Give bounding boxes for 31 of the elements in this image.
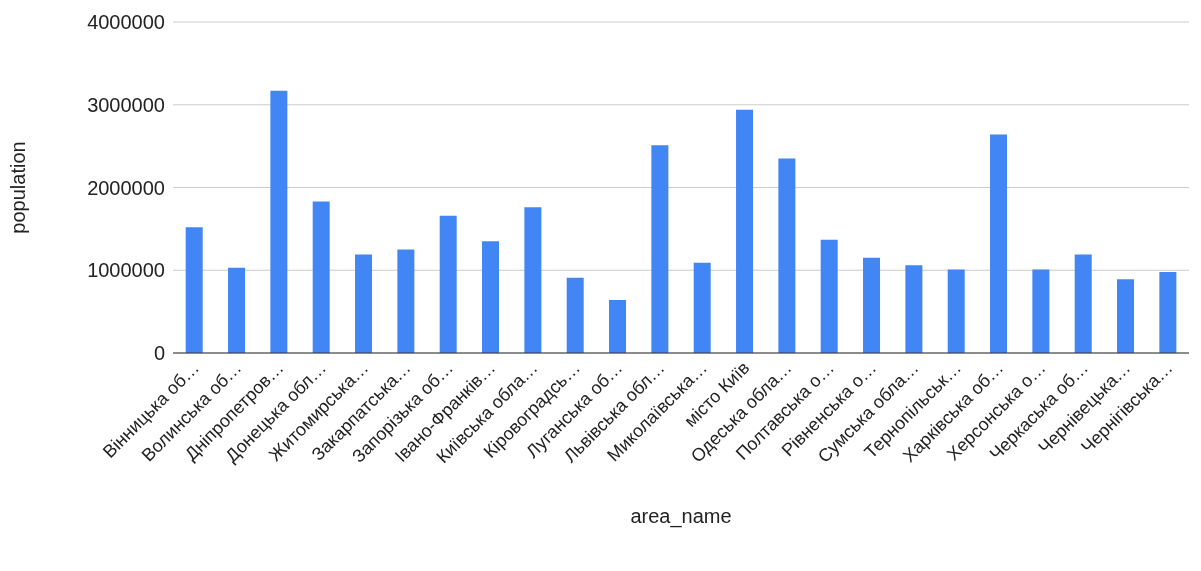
bar (778, 158, 796, 353)
bar (609, 300, 627, 353)
bar (651, 145, 669, 353)
bar (863, 257, 881, 353)
bar (185, 227, 203, 353)
bar (439, 215, 457, 353)
bar (482, 241, 500, 353)
bar (736, 109, 754, 353)
bar (312, 201, 330, 353)
bar (820, 239, 838, 353)
bar (228, 267, 246, 353)
y-tick-label: 3000000 (87, 93, 165, 116)
y-axis-title: population (7, 141, 30, 234)
bar (524, 207, 542, 353)
bar (566, 277, 584, 353)
y-tick-label: 2000000 (87, 176, 165, 199)
bar (1117, 279, 1135, 353)
bar (1159, 271, 1177, 353)
bar (355, 254, 373, 353)
bar (397, 249, 415, 353)
bar (1074, 254, 1092, 353)
bar (947, 269, 965, 353)
y-tick-label: 4000000 (87, 11, 165, 34)
bar (270, 90, 288, 353)
bar (990, 134, 1008, 353)
bar (905, 265, 923, 353)
bar (1032, 269, 1050, 353)
y-tick-label: 0 (153, 342, 165, 365)
bar (693, 262, 711, 353)
y-tick-label: 1000000 (87, 259, 165, 282)
x-axis-title: area_name (630, 505, 732, 528)
